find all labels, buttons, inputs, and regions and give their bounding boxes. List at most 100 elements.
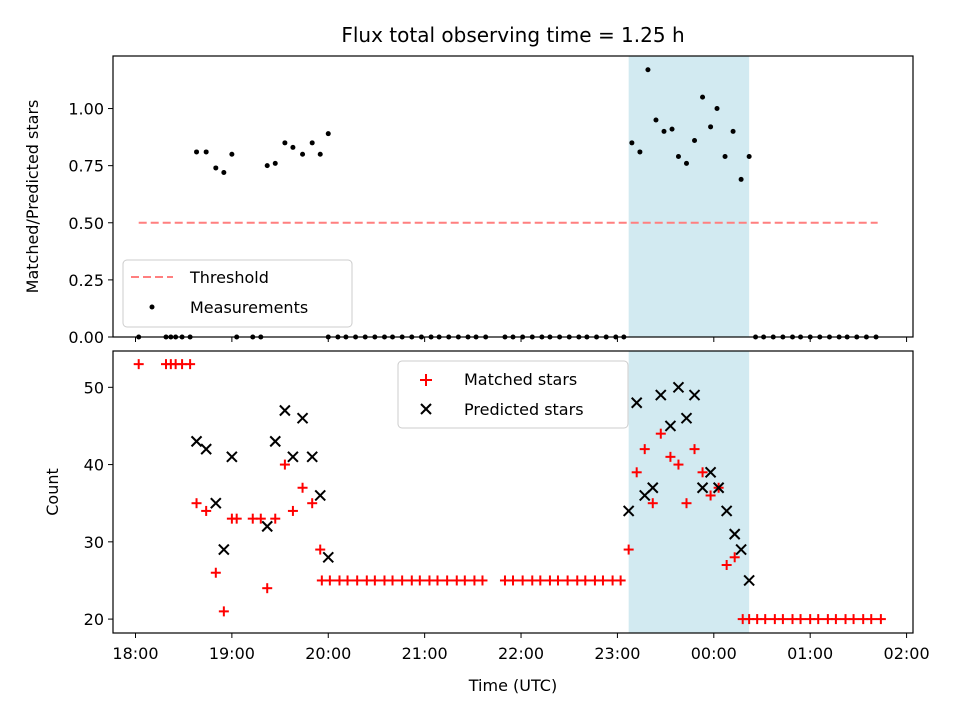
predicted-stars-marker bbox=[720, 505, 733, 517]
predicted-stars-marker bbox=[664, 420, 677, 432]
measurement-point bbox=[272, 160, 278, 166]
count-panel: 18:00 19:00 20:00 21:00 22:00 23:00 00:00 01:00… bbox=[43, 350, 930, 695]
matched-stars-marker bbox=[307, 498, 318, 509]
matched-stars-marker bbox=[615, 575, 626, 586]
measurement-point bbox=[653, 117, 659, 123]
legend-measurements-label: Measurements bbox=[190, 298, 308, 317]
chart-title: Flux total observing time = 1.25 h bbox=[341, 23, 684, 47]
matched-stars-marker bbox=[721, 560, 732, 571]
matched-stars-marker bbox=[369, 575, 380, 586]
predicted-stars-marker bbox=[704, 466, 717, 479]
measurement-point bbox=[700, 94, 706, 100]
matched-stars-marker bbox=[795, 614, 806, 625]
measurement-point bbox=[738, 176, 744, 182]
matched-stars-marker bbox=[414, 575, 425, 586]
matched-stars-marker bbox=[517, 575, 528, 586]
matched-stars-marker bbox=[255, 513, 266, 524]
matched-stars-marker bbox=[387, 575, 398, 586]
x-tick-label: 22:00 bbox=[498, 644, 544, 663]
matched-stars-marker bbox=[397, 575, 408, 586]
measurement-point bbox=[675, 154, 681, 160]
matched-stars-marker bbox=[210, 567, 221, 578]
matched-stars-marker bbox=[813, 614, 824, 625]
measurement-point bbox=[708, 124, 714, 130]
predicted-stars-marker bbox=[672, 381, 685, 394]
predicted-stars-marker bbox=[630, 397, 643, 409]
highlight-band bbox=[628, 56, 750, 337]
measurement-point bbox=[746, 154, 752, 160]
predicted-stars-marker bbox=[218, 543, 230, 556]
legend-measurements-swatch bbox=[149, 304, 155, 310]
ratio-marks bbox=[136, 67, 879, 340]
measurement-point bbox=[645, 67, 651, 73]
matched-stars-marker bbox=[597, 575, 608, 586]
measurement-point bbox=[637, 149, 643, 155]
matched-stars-marker bbox=[623, 544, 634, 555]
matched-stars-marker bbox=[580, 575, 591, 586]
legend-predicted-swatch bbox=[420, 403, 432, 415]
measurement-point bbox=[290, 144, 296, 150]
measurement-point bbox=[683, 160, 689, 166]
matched-stars-marker bbox=[729, 552, 740, 563]
matched-stars-marker bbox=[185, 359, 196, 370]
measurement-point bbox=[629, 140, 635, 146]
predicted-stars-marker bbox=[688, 389, 701, 401]
measurement-point bbox=[282, 140, 288, 146]
measurement-point bbox=[229, 151, 235, 157]
matched-stars-marker bbox=[477, 575, 488, 586]
legend-threshold-label: Threshold bbox=[189, 268, 269, 287]
measurement-point bbox=[300, 151, 306, 157]
legend-predicted-label: Predicted stars bbox=[464, 400, 584, 419]
count-axis-ticks: 18:00 19:00 20:00 21:00 22:00 23:00 00:00 01:00… bbox=[84, 378, 930, 663]
matched-stars-marker bbox=[352, 575, 363, 586]
matched-stars-marker bbox=[681, 498, 692, 509]
measurement-point bbox=[661, 128, 667, 134]
predicted-stars-marker bbox=[296, 412, 309, 424]
matched-stars-marker bbox=[673, 459, 684, 470]
x-tick-label: 18:00 bbox=[112, 644, 158, 663]
matched-stars-marker bbox=[342, 575, 353, 586]
predicted-stars-marker bbox=[728, 528, 741, 540]
predicted-stars-marker bbox=[735, 543, 747, 556]
y-tick-label: 0.75 bbox=[68, 157, 104, 176]
predicted-stars-marker bbox=[279, 404, 291, 417]
y-tick-label: 0.00 bbox=[68, 328, 104, 347]
measurement-point bbox=[714, 106, 720, 112]
measurement-point bbox=[194, 149, 200, 155]
measurement-point bbox=[309, 140, 315, 146]
predicted-stars-marker bbox=[210, 497, 222, 509]
matched-stars-marker bbox=[639, 444, 650, 455]
predicted-stars-marker bbox=[269, 435, 281, 448]
predicted-stars-marker bbox=[680, 412, 693, 424]
predicted-stars-marker bbox=[226, 451, 238, 463]
matched-stars-marker bbox=[459, 575, 470, 586]
predicted-stars-marker bbox=[743, 574, 755, 587]
measurement-point bbox=[692, 138, 698, 144]
measurement-point bbox=[203, 149, 209, 155]
y-tick-label: 50 bbox=[84, 378, 104, 397]
matched-stars-marker bbox=[777, 614, 788, 625]
matched-stars-marker bbox=[875, 614, 886, 625]
measurement-point bbox=[221, 170, 227, 176]
highlight-band bbox=[628, 351, 750, 633]
x-tick-label: 20:00 bbox=[305, 644, 351, 663]
matched-stars-marker bbox=[297, 482, 308, 493]
predicted-stars-marker bbox=[261, 520, 273, 533]
matched-stars-marker bbox=[697, 467, 708, 478]
matched-stars-marker bbox=[866, 614, 877, 625]
count-legend: Matched stars Predicted stars bbox=[397, 360, 629, 429]
matched-stars-marker bbox=[655, 428, 666, 439]
y-tick-label: 0.25 bbox=[68, 271, 104, 290]
predicted-stars-marker bbox=[306, 451, 318, 463]
x-tick-label: 00:00 bbox=[691, 644, 737, 663]
x-tick-label: 23:00 bbox=[594, 644, 640, 663]
y-tick-label: 30 bbox=[84, 533, 104, 552]
count-y-axis-label: Count bbox=[43, 468, 62, 516]
measurement-point bbox=[730, 128, 736, 134]
legend-matched-swatch bbox=[420, 374, 432, 386]
ratio-panel: 0.00 0.25 0.50 0.75 1.00 Flux total observin… bbox=[23, 23, 914, 347]
y-tick-label: 40 bbox=[84, 456, 104, 475]
measurement-point bbox=[325, 131, 331, 137]
matched-stars-marker bbox=[432, 575, 443, 586]
